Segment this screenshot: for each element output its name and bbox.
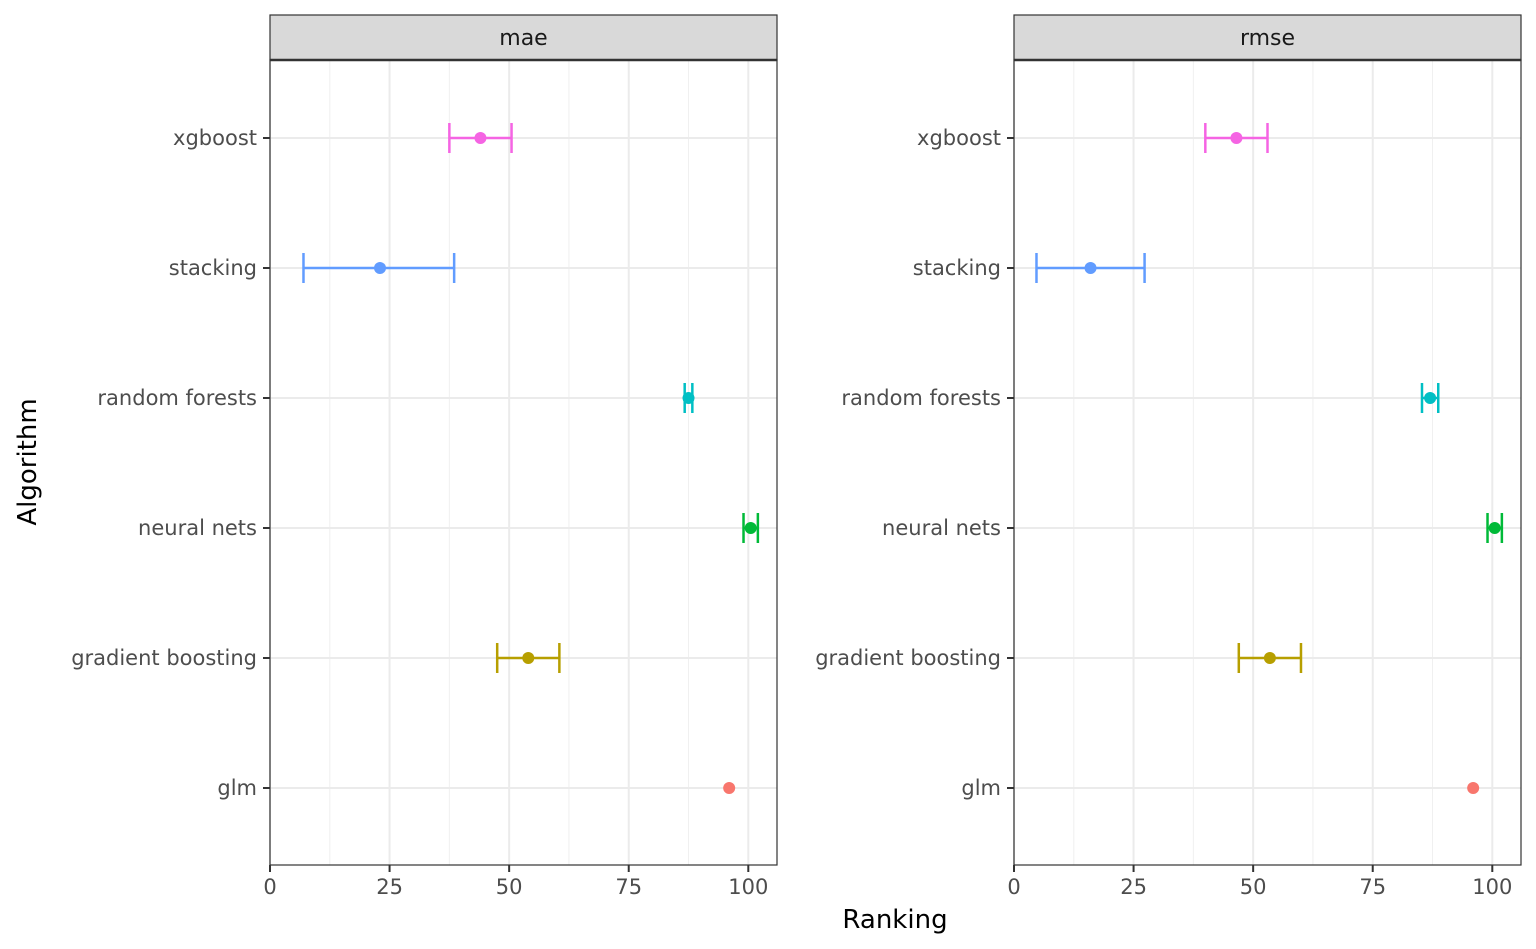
x-tick-label: 75 (615, 875, 642, 899)
point-random-forests (682, 392, 695, 404)
y-tick-label: glm (961, 776, 1001, 800)
point-gradient-boosting (522, 652, 535, 664)
x-tick-label: 75 (1359, 875, 1386, 899)
strip-label: rmse (1240, 26, 1295, 51)
point-xgboost (474, 132, 487, 144)
y-tick-label: gradient boosting (815, 646, 1001, 670)
point-glm (723, 782, 736, 794)
strip-background (1013, 14, 1522, 61)
x-tick-label: 50 (496, 875, 523, 899)
x-tick-label: 25 (1120, 875, 1147, 899)
panel-mae: mae glm gradient boosting neural nets random… (71, 14, 778, 899)
point-stacking (374, 262, 387, 274)
x-tick-label: 0 (263, 875, 276, 899)
strip-background (269, 14, 778, 61)
point-stacking (1084, 262, 1097, 274)
x-tick-label: 0 (1007, 875, 1020, 899)
panel-background (270, 60, 777, 865)
x-axis-title: Ranking (842, 905, 947, 935)
x-tick-label: 50 (1240, 875, 1267, 899)
y-tick-label: random forests (97, 386, 257, 410)
y-tick-label: glm (217, 776, 257, 800)
y-tick-label: stacking (169, 256, 257, 280)
y-tick-label: gradient boosting (71, 646, 257, 670)
y-tick-label: random forests (841, 386, 1001, 410)
x-tick-label: 100 (1472, 875, 1512, 899)
point-neural-nets (1488, 522, 1501, 534)
panel-rmse: rmse glm gradient boosting neural nets rando… (815, 14, 1522, 899)
point-gradient-boosting (1263, 652, 1276, 664)
y-tick-label: xgboost (173, 126, 257, 150)
point-xgboost (1230, 132, 1243, 144)
point-glm (1467, 782, 1480, 794)
panel-background (1014, 60, 1521, 865)
point-random-forests (1424, 392, 1437, 404)
y-tick-label: xgboost (917, 126, 1001, 150)
y-tick-label: neural nets (138, 516, 257, 540)
point-neural-nets (744, 522, 757, 534)
y-axis-title: Algorithm (13, 398, 43, 525)
x-tick-label: 25 (376, 875, 403, 899)
x-tick-label: 100 (728, 875, 768, 899)
strip-label: mae (499, 26, 547, 51)
y-tick-label: neural nets (882, 516, 1001, 540)
y-tick-label: stacking (913, 256, 1001, 280)
